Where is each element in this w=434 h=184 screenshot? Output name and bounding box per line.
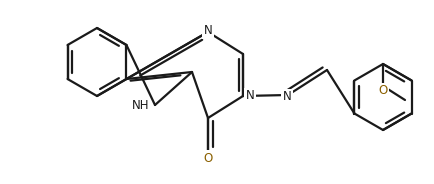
Text: O: O [203, 151, 212, 164]
Text: N: N [245, 89, 254, 102]
Text: N: N [203, 24, 212, 38]
Text: NH: NH [131, 100, 149, 112]
Text: O: O [378, 84, 387, 98]
Text: N: N [282, 91, 291, 103]
